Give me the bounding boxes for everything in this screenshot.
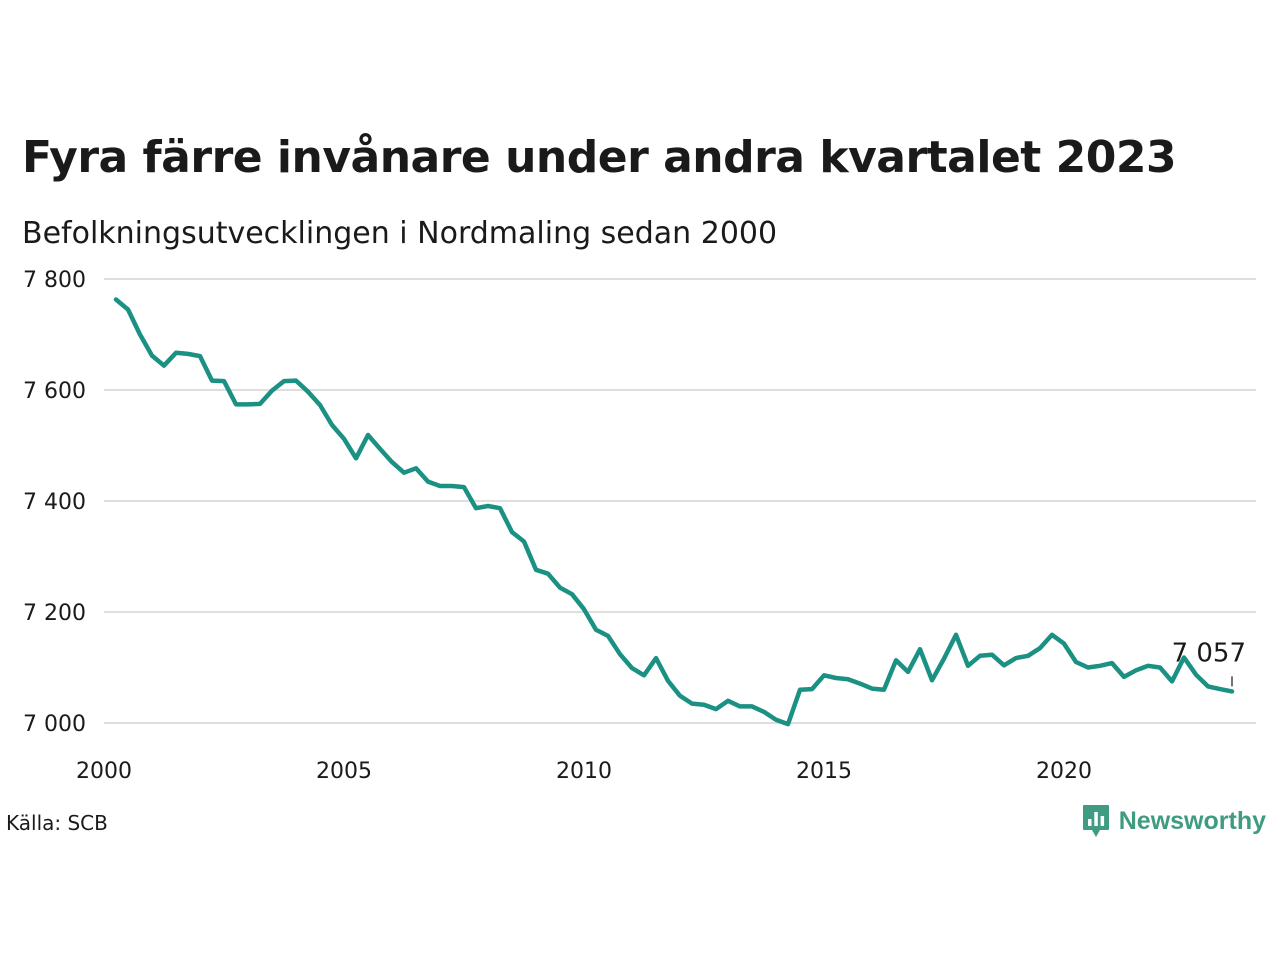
y-tick-label: 7 400: [23, 490, 86, 515]
y-tick-label: 7 200: [23, 601, 86, 626]
x-tick-label: 2010: [556, 759, 612, 784]
x-tick-label: 2000: [76, 759, 132, 784]
x-tick-label: 2005: [316, 759, 372, 784]
series-layer: [113, 297, 1235, 727]
x-axis-ticks: 2000 2005 2010 2015 2020: [76, 759, 1092, 784]
chart-subtitle: Befolkningsutvecklingen i Nordmaling sed…: [22, 216, 778, 251]
series-line: [113, 297, 1235, 727]
y-tick-label: 7 000: [23, 712, 86, 737]
end-value-label: 7 057: [1172, 638, 1246, 668]
chart-title: Fyra färre invånare under andra kvartale…: [22, 132, 1177, 183]
y-axis-ticks: 7 000 7 200 7 400 7 600 7 800: [23, 268, 86, 737]
source-note: Källa: SCB: [6, 811, 108, 835]
y-tick-label: 7 600: [23, 379, 86, 404]
newsworthy-logo-icon: [1082, 805, 1109, 837]
x-tick-label: 2020: [1036, 759, 1092, 784]
chart-gridlines: [104, 278, 1256, 724]
end-annotation: 7 057: [1172, 638, 1246, 687]
y-tick-label: 7 800: [23, 268, 86, 293]
brand-logo[interactable]: Newsworthy: [1082, 804, 1266, 838]
brand-name: Newsworthy: [1118, 806, 1266, 835]
x-tick-label: 2015: [796, 759, 852, 784]
